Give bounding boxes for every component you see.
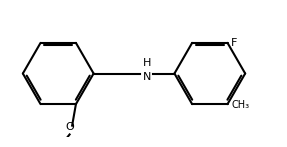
- Text: N: N: [142, 72, 151, 82]
- Text: H: H: [142, 59, 151, 69]
- Text: F: F: [231, 38, 238, 48]
- Text: CH₃: CH₃: [231, 100, 249, 110]
- Text: O: O: [65, 122, 74, 132]
